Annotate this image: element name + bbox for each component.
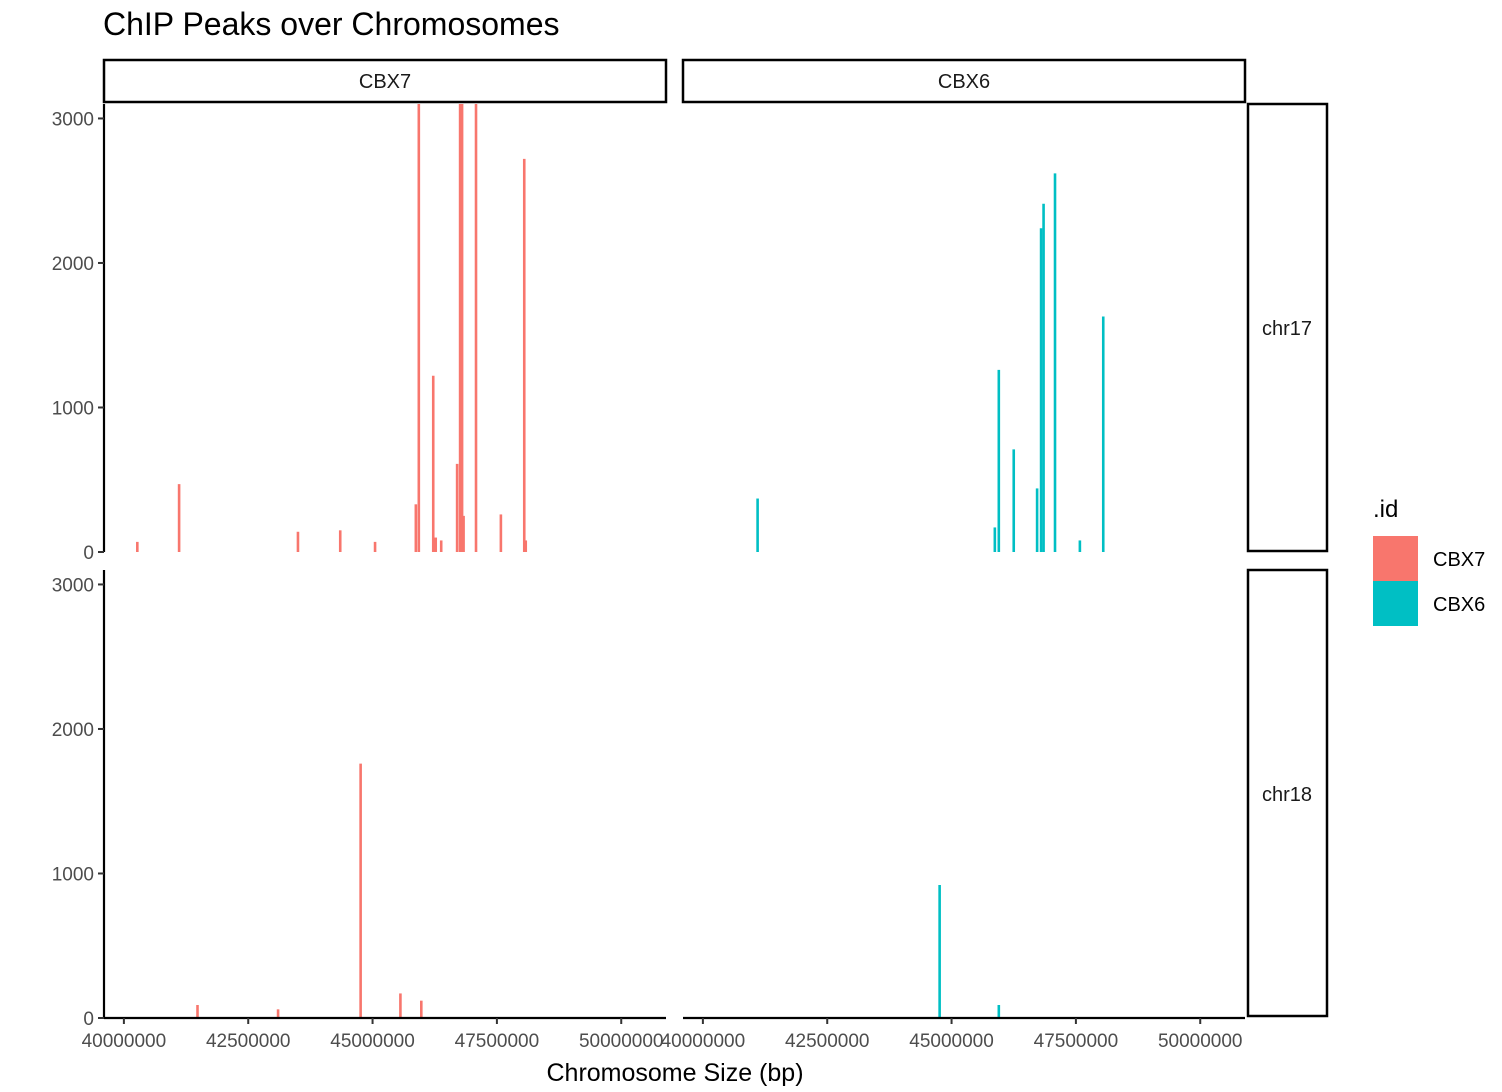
- legend-key-cbx6: [1373, 581, 1418, 626]
- y-tick-label: 1000: [52, 864, 94, 885]
- x-tick-label: 50000000: [1158, 1031, 1243, 1052]
- x-tick-label: 42500000: [785, 1031, 870, 1052]
- legend-label-cbx7: CBX7: [1433, 549, 1485, 571]
- x-tick-label: 45000000: [330, 1031, 415, 1052]
- x-tick-label: 40000000: [82, 1031, 167, 1052]
- facet-strip-cbx7: [102, 58, 668, 104]
- legend-title: .id: [1373, 496, 1398, 523]
- x-tick-label: 50000000: [579, 1031, 664, 1052]
- y-tick-label: 3000: [52, 109, 94, 130]
- y-tick-label: 0: [83, 543, 94, 564]
- x-tick-label: 45000000: [909, 1031, 994, 1052]
- facet-strip-label-chr18: chr18: [1262, 784, 1312, 806]
- x-tick-label: 47500000: [455, 1031, 540, 1052]
- peak-marks: [136, 104, 1105, 1018]
- y-tick-label: 2000: [52, 720, 94, 741]
- facet-strip-cbx6: [681, 58, 1247, 104]
- y-tick-label: 3000: [52, 575, 94, 596]
- facet-strip-label-chr17: chr17: [1262, 318, 1312, 340]
- chart-title: ChIP Peaks over Chromosomes: [103, 6, 559, 42]
- x-tick-label: 40000000: [661, 1031, 746, 1052]
- y-tick-label: 1000: [52, 398, 94, 419]
- x-tick-label: 42500000: [206, 1031, 291, 1052]
- facet-strip-chr18: [1246, 568, 1329, 1018]
- y-tick-label: 0: [83, 1009, 94, 1030]
- facet-strip-label-cbx6: CBX6: [938, 71, 990, 93]
- x-axis-title: Chromosome Size (bp): [546, 1059, 803, 1087]
- facet-strip-label-cbx7: CBX7: [359, 71, 411, 93]
- y-tick-label: 2000: [52, 254, 94, 275]
- facet-strip-chr17: [1246, 102, 1329, 553]
- legend-key-cbx7: [1373, 536, 1418, 581]
- axes: 0 1000 2000 3000 0 1000 2000 3000 40000000 425000…: [52, 104, 1245, 1052]
- x-tick-label: 47500000: [1034, 1031, 1119, 1052]
- legend-label-cbx6: CBX6: [1433, 594, 1485, 616]
